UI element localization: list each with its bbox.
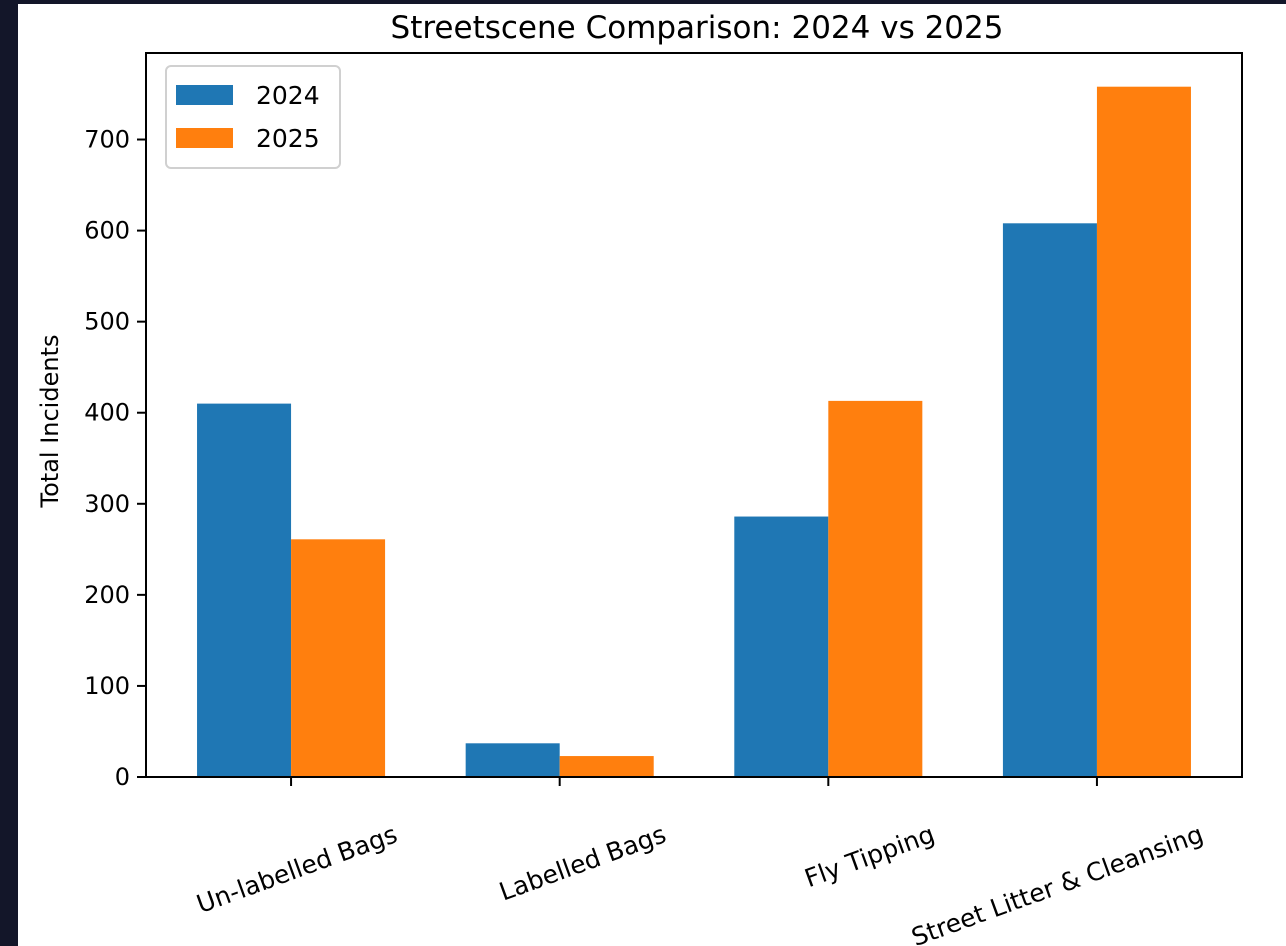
y-axis-label: Total Incidents: [36, 335, 64, 509]
y-tick-label: 700: [84, 126, 130, 154]
bar-2024-1[interactable]: [465, 743, 560, 777]
chart-title: Streetscene Comparison: 2024 vs 2025: [391, 10, 1004, 46]
bar-2024-2[interactable]: [734, 516, 829, 777]
bar-2024-3[interactable]: [1002, 223, 1097, 777]
legend-label-2025: 2025: [256, 124, 320, 153]
y-tick-label: 500: [84, 308, 130, 336]
y-tick-label: 100: [84, 672, 130, 700]
y-tick-label: 600: [84, 217, 130, 245]
y-tick-label: 400: [84, 399, 130, 427]
bar-2025-2[interactable]: [828, 400, 923, 777]
legend-label-2024: 2024: [256, 81, 320, 110]
y-tick-label: 200: [84, 581, 130, 609]
plot-frame: [145, 52, 1243, 778]
bar-2025-3[interactable]: [1096, 86, 1191, 777]
y-tick-label: 300: [84, 490, 130, 518]
x-tick-label: Un-labelled Bags: [193, 819, 401, 918]
bar-2025-0[interactable]: [291, 539, 386, 777]
chart-frame: Streetscene Comparison: 2024 vs 2025 0 10…: [18, 4, 1286, 946]
x-tick-label: Fly Tipping: [801, 819, 939, 893]
bars-layer: [197, 86, 1191, 777]
legend-swatch-2025: [176, 128, 233, 148]
bar-2025-1[interactable]: [559, 756, 654, 777]
y-axis: 0 100 200 300 400 500 600 700: [84, 126, 146, 791]
x-tick-label: Labelled Bags: [495, 819, 669, 906]
y-tick-label: 0: [115, 763, 130, 791]
x-tick-label: Street Litter & Cleansing: [908, 819, 1207, 946]
legend[interactable]: 2024 2025: [165, 65, 341, 169]
bar-2024-0[interactable]: [197, 403, 292, 777]
legend-swatch-2024: [176, 85, 233, 105]
x-axis: Un-labelled Bags Labelled Bags Fly Tipping…: [193, 777, 1207, 946]
bar-chart: Streetscene Comparison: 2024 vs 2025 0 10…: [36, 10, 1243, 946]
